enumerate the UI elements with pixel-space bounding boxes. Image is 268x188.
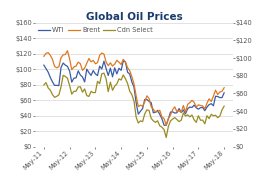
Brent xyxy=(100,52,103,54)
WTI xyxy=(165,124,168,127)
WTI xyxy=(216,95,219,98)
WTI xyxy=(96,74,99,77)
Line: Cdn Select: Cdn Select xyxy=(44,73,224,137)
WTI xyxy=(222,92,226,94)
Cdn Select xyxy=(102,72,106,74)
Brent xyxy=(42,55,46,57)
Cdn Select xyxy=(165,136,168,139)
Cdn Select xyxy=(107,90,110,93)
Brent xyxy=(66,50,69,52)
Brent xyxy=(222,87,226,89)
WTI xyxy=(105,67,108,70)
Title: Global Oil Prices: Global Oil Prices xyxy=(85,12,183,22)
Line: Brent: Brent xyxy=(44,51,224,125)
Line: WTI: WTI xyxy=(44,61,224,125)
Cdn Select xyxy=(96,80,99,83)
Cdn Select xyxy=(98,83,101,85)
Cdn Select xyxy=(42,84,46,86)
Cdn Select xyxy=(222,105,226,107)
Brent xyxy=(75,65,78,67)
Cdn Select xyxy=(72,90,76,92)
WTI xyxy=(42,64,46,66)
Brent xyxy=(165,124,168,126)
Brent xyxy=(107,64,110,67)
Brent xyxy=(98,54,101,56)
WTI xyxy=(122,60,125,62)
Cdn Select xyxy=(135,116,138,118)
Legend: WTI, Brent, Cdn Select: WTI, Brent, Cdn Select xyxy=(38,27,153,33)
WTI xyxy=(135,102,138,104)
WTI xyxy=(72,77,76,79)
Brent xyxy=(135,95,138,97)
Cdn Select xyxy=(216,117,219,119)
WTI xyxy=(98,65,101,67)
Brent xyxy=(216,93,219,96)
